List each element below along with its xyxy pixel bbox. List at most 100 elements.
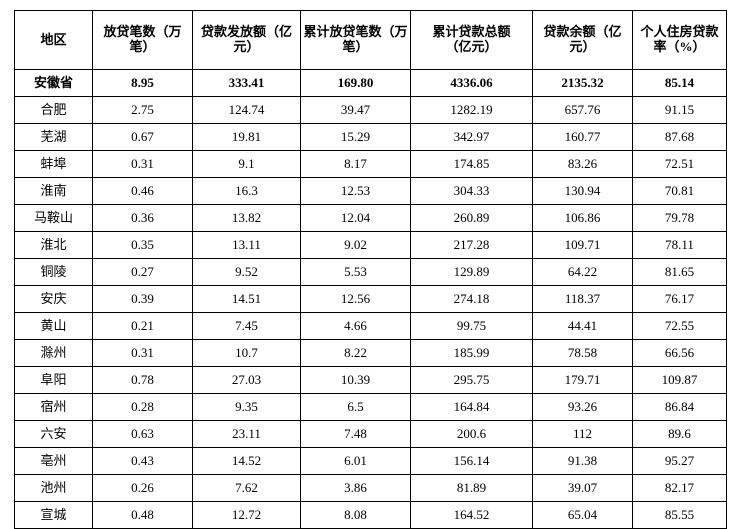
cell-value: 9.02	[301, 232, 411, 259]
cell-value: 14.52	[193, 448, 301, 475]
cell-value: 93.26	[533, 394, 633, 421]
cell-value: 0.48	[93, 502, 193, 529]
cell-value: 78.58	[533, 340, 633, 367]
cell-value: 89.6	[633, 421, 727, 448]
table-row: 蚌埠0.319.18.17174.8583.2672.51	[15, 151, 727, 178]
cell-value: 85.55	[633, 502, 727, 529]
table-row: 阜阳0.7827.0310.39295.75179.71109.87	[15, 367, 727, 394]
cell-value: 0.31	[93, 340, 193, 367]
cell-region: 宿州	[15, 394, 93, 421]
cell-value: 342.97	[411, 124, 533, 151]
cell-value: 129.89	[411, 259, 533, 286]
cell-value: 179.71	[533, 367, 633, 394]
cell-value: 1282.19	[411, 97, 533, 124]
cell-value: 6.01	[301, 448, 411, 475]
cell-value: 39.47	[301, 97, 411, 124]
cell-value: 4336.06	[411, 70, 533, 97]
col-header-c4: 累计贷款总额 （亿元）	[411, 11, 533, 70]
table-row: 滁州0.3110.78.22185.9978.5866.56	[15, 340, 727, 367]
header-row: 地区 放贷笔数（万笔） 贷款发放额（亿元） 累计放贷笔数（万笔） 累计贷款总额 …	[15, 11, 727, 70]
cell-value: 156.14	[411, 448, 533, 475]
cell-value: 9.35	[193, 394, 301, 421]
cell-region: 马鞍山	[15, 205, 93, 232]
cell-value: 7.45	[193, 313, 301, 340]
cell-value: 23.11	[193, 421, 301, 448]
cell-value: 0.28	[93, 394, 193, 421]
cell-region: 淮南	[15, 178, 93, 205]
col-header-label: 贷款发放额（亿元）	[195, 25, 298, 55]
cell-value: 44.41	[533, 313, 633, 340]
cell-value: 2.75	[93, 97, 193, 124]
cell-value: 164.52	[411, 502, 533, 529]
cell-value: 0.63	[93, 421, 193, 448]
cell-value: 0.46	[93, 178, 193, 205]
cell-value: 118.37	[533, 286, 633, 313]
cell-value: 81.65	[633, 259, 727, 286]
cell-value: 8.95	[93, 70, 193, 97]
cell-value: 99.75	[411, 313, 533, 340]
cell-value: 2135.32	[533, 70, 633, 97]
cell-value: 3.86	[301, 475, 411, 502]
cell-value: 13.11	[193, 232, 301, 259]
cell-value: 76.17	[633, 286, 727, 313]
cell-value: 304.33	[411, 178, 533, 205]
col-header-c6: 个人住房贷款率（%）	[633, 11, 727, 70]
cell-value: 0.27	[93, 259, 193, 286]
cell-region: 阜阳	[15, 367, 93, 394]
table-row: 芜湖0.6719.8115.29342.97160.7787.68	[15, 124, 727, 151]
cell-value: 15.29	[301, 124, 411, 151]
cell-value: 8.22	[301, 340, 411, 367]
cell-value: 8.08	[301, 502, 411, 529]
cell-value: 106.86	[533, 205, 633, 232]
cell-value: 4.66	[301, 313, 411, 340]
cell-value: 66.56	[633, 340, 727, 367]
cell-value: 87.68	[633, 124, 727, 151]
cell-region: 滁州	[15, 340, 93, 367]
col-header-label: 累计贷款总额 （亿元）	[413, 25, 530, 55]
table-row: 安徽省8.95333.41169.804336.062135.3285.14	[15, 70, 727, 97]
cell-value: 81.89	[411, 475, 533, 502]
cell-value: 83.26	[533, 151, 633, 178]
cell-value: 0.31	[93, 151, 193, 178]
cell-value: 9.52	[193, 259, 301, 286]
cell-value: 0.39	[93, 286, 193, 313]
col-header-c3: 累计放贷笔数（万笔）	[301, 11, 411, 70]
cell-value: 260.89	[411, 205, 533, 232]
cell-value: 124.74	[193, 97, 301, 124]
page-root: 地区 放贷笔数（万笔） 贷款发放额（亿元） 累计放贷笔数（万笔） 累计贷款总额 …	[0, 0, 740, 512]
cell-value: 8.17	[301, 151, 411, 178]
table-row: 淮北0.3513.119.02217.28109.7178.11	[15, 232, 727, 259]
cell-value: 7.48	[301, 421, 411, 448]
cell-value: 160.77	[533, 124, 633, 151]
table-row: 安庆0.3914.5112.56274.18118.3776.17	[15, 286, 727, 313]
cell-value: 91.38	[533, 448, 633, 475]
cell-value: 7.62	[193, 475, 301, 502]
cell-region: 黄山	[15, 313, 93, 340]
cell-value: 185.99	[411, 340, 533, 367]
cell-region: 池州	[15, 475, 93, 502]
cell-value: 217.28	[411, 232, 533, 259]
table-row: 六安0.6323.117.48200.611289.6	[15, 421, 727, 448]
cell-value: 0.43	[93, 448, 193, 475]
cell-region: 亳州	[15, 448, 93, 475]
cell-value: 295.75	[411, 367, 533, 394]
cell-value: 130.94	[533, 178, 633, 205]
cell-value: 14.51	[193, 286, 301, 313]
loan-table: 地区 放贷笔数（万笔） 贷款发放额（亿元） 累计放贷笔数（万笔） 累计贷款总额 …	[14, 10, 727, 529]
cell-value: 0.21	[93, 313, 193, 340]
cell-value: 19.81	[193, 124, 301, 151]
cell-value: 109.87	[633, 367, 727, 394]
cell-value: 9.1	[193, 151, 301, 178]
cell-value: 112	[533, 421, 633, 448]
cell-value: 12.04	[301, 205, 411, 232]
cell-value: 79.78	[633, 205, 727, 232]
col-header-label: 地区	[17, 33, 90, 48]
col-header-c1: 放贷笔数（万笔）	[93, 11, 193, 70]
cell-value: 274.18	[411, 286, 533, 313]
cell-value: 0.35	[93, 232, 193, 259]
cell-value: 78.11	[633, 232, 727, 259]
table-row: 池州0.267.623.8681.8939.0782.17	[15, 475, 727, 502]
table-row: 淮南0.4616.312.53304.33130.9470.81	[15, 178, 727, 205]
table-row: 宣城0.4812.728.08164.5265.0485.55	[15, 502, 727, 529]
cell-region: 蚌埠	[15, 151, 93, 178]
